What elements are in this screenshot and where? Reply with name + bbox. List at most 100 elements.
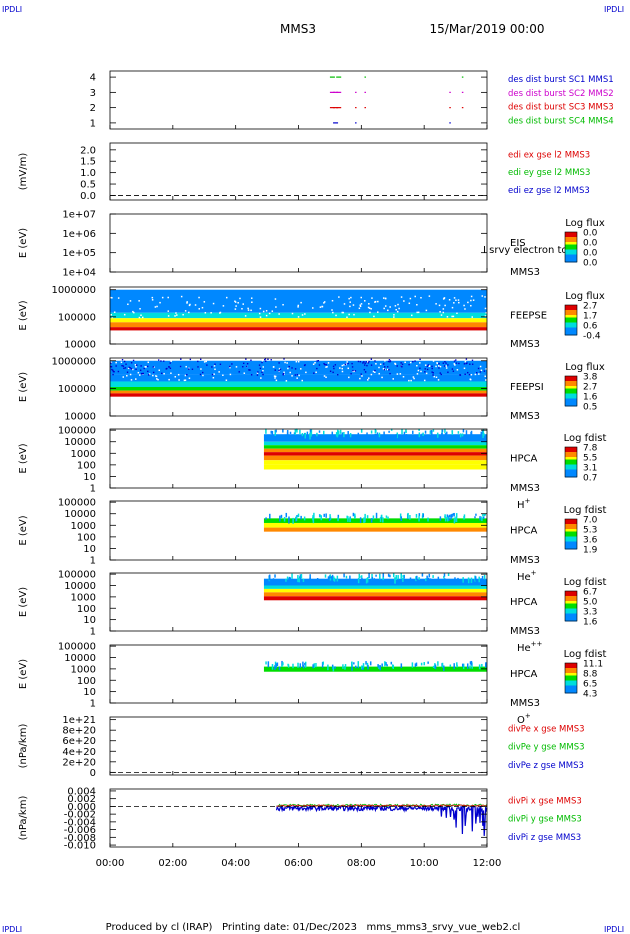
spectrogram-dot xyxy=(169,362,171,364)
spectrogram-dot xyxy=(136,364,138,366)
species-label: H+ xyxy=(517,497,531,511)
colorbar-title: Log flux xyxy=(565,362,605,373)
corner-label-top-right: IPDLI xyxy=(604,5,624,14)
spectrogram-dot xyxy=(418,432,421,438)
spectrogram-speckle xyxy=(423,379,426,382)
spectrogram-speckle xyxy=(315,371,317,374)
spectrogram-speckle xyxy=(312,363,315,365)
spectrogram-speckle xyxy=(188,304,191,307)
y-tick-label: 0.000 xyxy=(67,802,96,813)
spectrogram-dot xyxy=(411,662,414,668)
spectrogram-speckle xyxy=(274,375,277,378)
spectrogram-dot xyxy=(274,574,276,578)
spectrogram-dot xyxy=(246,362,249,365)
spectrogram-speckle xyxy=(201,306,204,309)
spectrogram-speckle xyxy=(140,314,142,317)
colorbar-swatch xyxy=(565,613,577,617)
spectrogram-speckle xyxy=(325,376,327,379)
spectrogram-dot xyxy=(304,662,306,665)
spectrogram-dot xyxy=(444,360,446,363)
colorbar-swatch xyxy=(565,307,577,311)
spectrogram-dot xyxy=(329,578,332,581)
colorbar-tick-label: 0.0 xyxy=(583,249,598,259)
spectrogram-dot xyxy=(345,575,348,579)
spectrogram-dot xyxy=(370,358,373,360)
spectrogram-dot xyxy=(462,663,465,670)
spectrogram-dot xyxy=(344,664,347,668)
spectrogram-dot xyxy=(405,430,407,434)
spectrogram-speckle xyxy=(480,369,483,372)
spectrogram-speckle xyxy=(457,299,460,301)
y-tick-label: 0 xyxy=(90,768,96,779)
spectrogram-speckle xyxy=(300,301,302,304)
spectrogram-speckle xyxy=(396,310,399,313)
spectrogram-dot xyxy=(445,362,447,364)
spectrogram-speckle xyxy=(145,366,147,368)
spectrogram-dot xyxy=(152,371,155,374)
spectrogram-speckle xyxy=(301,314,304,316)
colorbar-swatch xyxy=(565,330,577,333)
spectrogram-dot xyxy=(353,662,355,665)
spectrogram-dot xyxy=(401,428,403,435)
spectrogram-dot xyxy=(331,431,334,437)
spectrogram-dot xyxy=(332,666,335,672)
spectrogram-dot xyxy=(122,365,125,367)
spectrogram-dot xyxy=(457,431,460,434)
spectrogram-dot xyxy=(374,369,376,372)
spectrogram-speckle xyxy=(367,306,370,309)
spectrogram-speckle xyxy=(484,315,487,317)
spectrogram-speckle xyxy=(260,377,262,379)
spectrogram-band xyxy=(110,390,487,394)
spectrogram-speckle xyxy=(396,358,399,361)
spacecraft-label: MMS3 xyxy=(510,267,540,278)
spectrogram-speckle xyxy=(369,311,371,314)
colorbar-swatch xyxy=(565,242,577,245)
spectrogram-speckle xyxy=(138,316,141,319)
spectrogram-dot xyxy=(407,512,409,518)
colorbar-tick-label: 7.0 xyxy=(583,516,598,526)
spectrogram-speckle xyxy=(178,379,180,381)
panel-burst: 4 3 2 1 des dist burst SC1 MMS1 des dist burs… xyxy=(90,70,614,130)
spectrogram-speckle xyxy=(379,363,382,366)
spectrogram-dot xyxy=(408,363,410,366)
spectrogram-speckle xyxy=(445,367,448,369)
spectrogram-dot xyxy=(250,359,252,361)
spectrogram-dot xyxy=(271,430,274,436)
spectrogram-speckle xyxy=(297,316,300,318)
spectrogram-speckle xyxy=(156,378,158,380)
spectrogram-dot xyxy=(282,372,285,375)
spectrogram-dot xyxy=(424,371,426,373)
spectrogram-speckle xyxy=(182,313,184,316)
spectrogram-speckle xyxy=(341,311,343,314)
spectrogram-dot xyxy=(443,573,446,577)
spectrogram-dot xyxy=(373,578,376,583)
species-charge: + xyxy=(531,569,537,577)
spectrogram-speckle xyxy=(289,371,291,374)
spectrogram-dot xyxy=(418,428,420,431)
spectrogram-speckle xyxy=(389,306,391,308)
spectrogram-speckle xyxy=(155,375,157,377)
spacecraft-label: MMS3 xyxy=(510,411,540,422)
spectrogram-dot xyxy=(464,373,466,375)
spectrogram-dot xyxy=(432,575,434,578)
spectrogram-speckle xyxy=(341,364,344,367)
spectrogram-dot xyxy=(426,365,429,367)
spectrogram-dot xyxy=(363,364,366,366)
colorbar-frame xyxy=(564,662,578,694)
spectrogram-dot xyxy=(161,372,163,375)
colorbar-swatch xyxy=(565,539,577,542)
spectrogram-speckle xyxy=(343,303,346,305)
spectrogram-dot xyxy=(126,371,129,373)
spectrogram-dot xyxy=(329,516,332,521)
spectrogram-speckle xyxy=(275,379,278,382)
spectrogram-speckle xyxy=(261,360,264,362)
spectrogram-dot xyxy=(351,661,353,667)
spectrogram-speckle xyxy=(323,302,325,304)
spectrogram-dot xyxy=(289,577,291,581)
y-tick-label: 2.0 xyxy=(80,145,96,156)
spectrogram-dot xyxy=(365,361,368,363)
spectrogram-speckle xyxy=(110,313,112,316)
spectrogram-dot xyxy=(147,365,149,368)
colorbar-swatch xyxy=(565,529,577,532)
y-tick-label: 100000 xyxy=(58,384,96,395)
